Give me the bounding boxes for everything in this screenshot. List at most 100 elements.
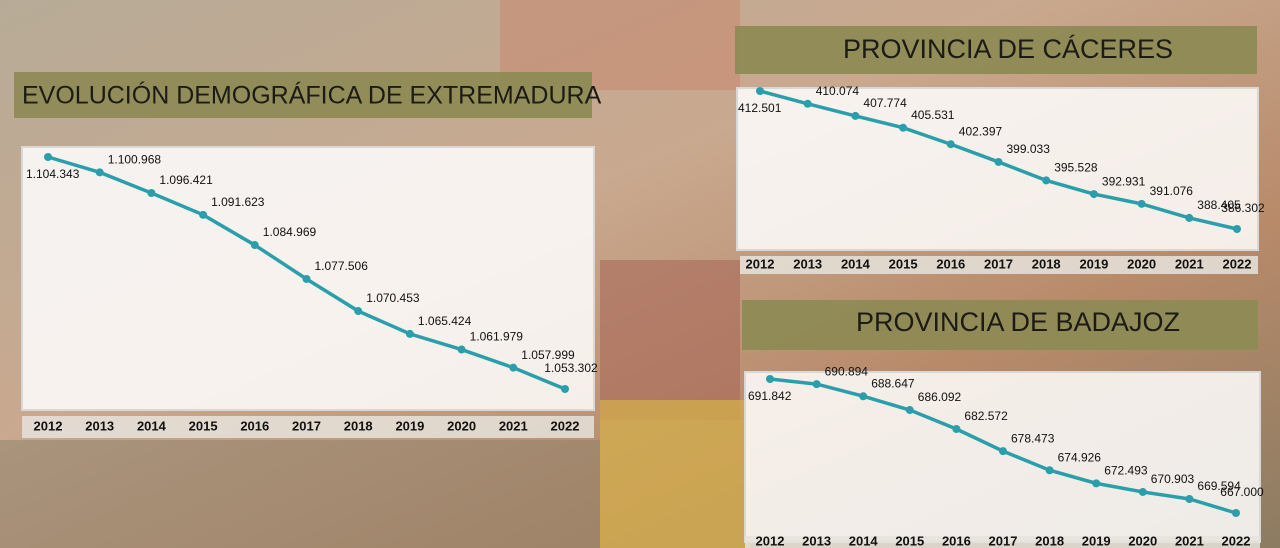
x-tick-label: 2015 xyxy=(189,418,218,433)
category-band xyxy=(22,416,594,438)
x-tick-label: 2015 xyxy=(895,533,924,548)
x-tick-label: 2016 xyxy=(942,533,971,548)
data-point xyxy=(812,380,821,389)
data-point xyxy=(95,168,104,177)
data-point xyxy=(457,345,466,354)
value-label: 407.774 xyxy=(863,96,907,110)
data-point xyxy=(756,87,764,95)
x-tick-label: 2016 xyxy=(936,256,965,271)
value-label: 669.594 xyxy=(1197,479,1241,493)
category-band xyxy=(740,256,1258,274)
value-label: 1.084.969 xyxy=(263,225,317,239)
x-tick-label: 2018 xyxy=(344,418,373,433)
chart-title: PROVINCIA DE CÁCERES xyxy=(843,34,1173,64)
roof xyxy=(600,260,740,420)
plot-area xyxy=(21,146,595,411)
data-point xyxy=(354,307,363,316)
data-point xyxy=(766,375,774,383)
value-label: 682.572 xyxy=(964,409,1008,423)
wall xyxy=(600,400,750,548)
x-tick-label: 2014 xyxy=(137,418,167,433)
value-label: 670.903 xyxy=(1151,472,1195,486)
data-point xyxy=(999,447,1007,456)
data-point xyxy=(859,392,868,401)
x-tick-label: 2022 xyxy=(551,418,580,433)
value-label: 412.501 xyxy=(738,101,782,115)
data-point xyxy=(302,274,311,283)
value-label: 672.493 xyxy=(1104,464,1148,478)
value-label: 1.077.506 xyxy=(315,259,369,273)
x-tick-label: 2020 xyxy=(1128,533,1157,548)
data-point xyxy=(1138,487,1147,496)
value-label: 667.000 xyxy=(1220,485,1264,499)
data-point xyxy=(147,189,156,198)
data-point xyxy=(1042,176,1051,185)
value-label: 399.033 xyxy=(1007,142,1051,156)
data-point xyxy=(899,123,908,132)
data-point xyxy=(1045,466,1054,475)
x-tick-label: 2015 xyxy=(889,256,918,271)
x-tick-label: 2012 xyxy=(746,256,775,271)
x-tick-label: 2019 xyxy=(1082,533,1111,548)
data-point xyxy=(1137,199,1146,208)
x-tick-label: 2022 xyxy=(1223,256,1252,271)
plot-area xyxy=(744,371,1261,543)
data-point xyxy=(1232,509,1240,517)
value-label: 1.065.424 xyxy=(418,314,472,328)
value-label: 395.528 xyxy=(1054,161,1098,175)
value-label: 678.473 xyxy=(1011,431,1055,445)
data-point xyxy=(561,385,569,393)
data-point xyxy=(1092,479,1101,488)
data-point xyxy=(946,140,955,149)
x-tick-label: 2017 xyxy=(292,418,321,433)
value-label: 386.302 xyxy=(1221,201,1265,215)
x-tick-label: 2020 xyxy=(1127,256,1156,271)
x-tick-label: 2021 xyxy=(1175,256,1204,271)
data-point xyxy=(1233,225,1241,233)
value-label: 1.061.979 xyxy=(470,330,524,344)
data-point xyxy=(509,363,518,372)
x-tick-label: 2019 xyxy=(395,418,424,433)
value-label: 1.053.302 xyxy=(544,361,598,375)
data-point xyxy=(1185,495,1194,504)
x-tick-label: 2016 xyxy=(240,418,269,433)
x-tick-label: 2018 xyxy=(1032,256,1061,271)
x-tick-label: 2014 xyxy=(841,256,871,271)
x-tick-label: 2020 xyxy=(447,418,476,433)
title-box xyxy=(742,300,1258,350)
x-tick-label: 2021 xyxy=(1175,533,1204,548)
value-label: 1.100.968 xyxy=(108,153,162,167)
data-point xyxy=(952,425,961,434)
value-label: 388.405 xyxy=(1197,198,1241,212)
value-label: 392.931 xyxy=(1102,174,1146,188)
x-tick-label: 2022 xyxy=(1222,533,1251,548)
chart-title: PROVINCIA DE BADAJOZ xyxy=(856,307,1180,337)
value-label: 410.074 xyxy=(816,84,860,98)
value-label: 1.070.453 xyxy=(366,291,420,305)
value-label: 691.842 xyxy=(748,389,792,403)
ground xyxy=(0,440,600,548)
value-label: 1.057.999 xyxy=(521,348,575,362)
x-tick-label: 2012 xyxy=(756,533,785,548)
value-label: 686.092 xyxy=(918,390,962,404)
data-point xyxy=(803,99,812,108)
value-label: 688.647 xyxy=(871,376,915,390)
x-tick-label: 2013 xyxy=(793,256,822,271)
x-tick-label: 2013 xyxy=(802,533,831,548)
value-label: 1.096.421 xyxy=(159,173,213,187)
value-label: 391.076 xyxy=(1150,184,1194,198)
x-tick-label: 2021 xyxy=(499,418,528,433)
x-tick-label: 2013 xyxy=(85,418,114,433)
value-label: 405.531 xyxy=(911,108,955,122)
value-label: 402.397 xyxy=(959,124,1003,138)
category-band xyxy=(745,536,1260,548)
title-box xyxy=(14,72,592,118)
data-point xyxy=(1089,190,1098,199)
x-tick-label: 2012 xyxy=(34,418,63,433)
x-tick-label: 2017 xyxy=(989,533,1018,548)
x-tick-label: 2014 xyxy=(849,533,879,548)
value-label: 1.104.343 xyxy=(26,167,80,181)
data-point xyxy=(405,329,414,338)
data-point xyxy=(905,406,914,415)
